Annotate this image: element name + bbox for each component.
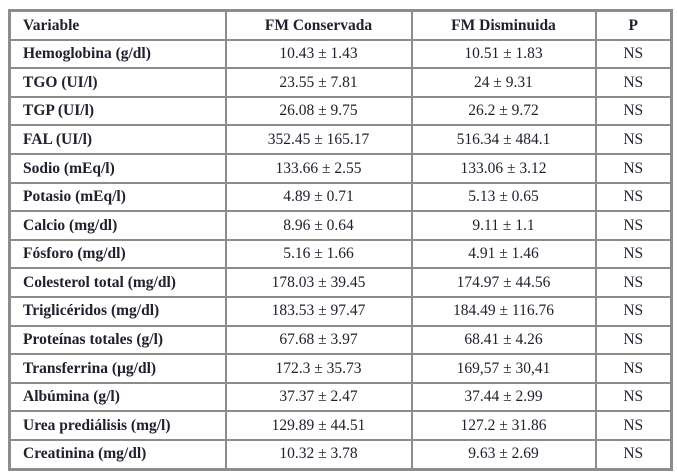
cell-variable: Triglicéridos (mg/dl) <box>8 295 227 327</box>
table-row: TGO (UI/l) 23.55 ± 7.81 24 ± 9.31 NS <box>8 67 673 98</box>
cell-p-value: NS <box>594 152 673 184</box>
cell-fm-disminuida: 37.44 ± 2.99 <box>410 381 597 413</box>
cell-variable: Urea prediálisis (mg/l) <box>8 410 227 441</box>
cell-fm-conservada: 4.89 ± 0.71 <box>224 181 413 213</box>
cell-p-value: NS <box>594 67 673 98</box>
table-row: Potasio (mEq/l) 4.89 ± 0.71 5.13 ± 0.65 … <box>8 181 673 213</box>
cell-fm-conservada: 8.96 ± 0.64 <box>224 210 413 241</box>
lab-results-table: Variable FM Conservada FM Disminuida P H… <box>8 9 673 471</box>
table-row: Urea prediálisis (mg/l) 129.89 ± 44.51 1… <box>8 410 673 441</box>
table-row: Transferrina (µg/dl) 172.3 ± 35.73 169,5… <box>8 353 673 384</box>
cell-fm-disminuida: 127.2 ± 31.86 <box>410 410 597 441</box>
cell-fm-conservada: 5.16 ± 1.66 <box>224 238 413 270</box>
cell-p-value: NS <box>594 181 673 213</box>
cell-fm-disminuida: 68.41 ± 4.26 <box>410 324 597 356</box>
cell-fm-disminuida: 133.06 ± 3.12 <box>410 152 597 184</box>
cell-p-value: NS <box>594 381 673 413</box>
table-row: Creatinina (mg/dl) 10.32 ± 3.78 9.63 ± 2… <box>8 438 673 471</box>
cell-variable: Fósforo (mg/dl) <box>8 238 227 270</box>
cell-fm-conservada: 67.68 ± 3.97 <box>224 324 413 356</box>
cell-p-value: NS <box>594 124 673 155</box>
table-row: Albúmina (g/l) 37.37 ± 2.47 37.44 ± 2.99… <box>8 381 673 413</box>
table-row: Triglicéridos (mg/dl) 183.53 ± 97.47 184… <box>8 295 673 327</box>
cell-variable: Hemoglobina (g/dl) <box>8 38 227 70</box>
cell-variable: Calcio (mg/dl) <box>8 210 227 241</box>
cell-variable: Proteínas totales (g/l) <box>8 324 227 356</box>
cell-fm-conservada: 172.3 ± 35.73 <box>224 353 413 384</box>
cell-fm-disminuida: 516.34 ± 484.1 <box>410 124 597 155</box>
cell-p-value: NS <box>594 238 673 270</box>
cell-p-value: NS <box>594 353 673 384</box>
cell-fm-conservada: 10.32 ± 3.78 <box>224 438 413 471</box>
cell-p-value: NS <box>594 95 673 127</box>
cell-p-value: NS <box>594 324 673 356</box>
cell-fm-conservada: 352.45 ± 165.17 <box>224 124 413 155</box>
cell-p-value: NS <box>594 410 673 441</box>
cell-fm-disminuida: 9.11 ± 1.1 <box>410 210 597 241</box>
table-row: Proteínas totales (g/l) 67.68 ± 3.97 68.… <box>8 324 673 356</box>
cell-p-value: NS <box>594 267 673 298</box>
cell-variable: Colesterol total (mg/dl) <box>8 267 227 298</box>
table-body: Hemoglobina (g/dl) 10.43 ± 1.43 10.51 ± … <box>8 38 673 471</box>
cell-fm-conservada: 37.37 ± 2.47 <box>224 381 413 413</box>
table-row: Fósforo (mg/dl) 5.16 ± 1.66 4.91 ± 1.46 … <box>8 238 673 270</box>
cell-p-value: NS <box>594 438 673 471</box>
cell-fm-disminuida: 169,57 ± 30,41 <box>410 353 597 384</box>
cell-p-value: NS <box>594 210 673 241</box>
column-header-fm-conservada: FM Conservada <box>224 9 413 41</box>
cell-fm-conservada: 133.66 ± 2.55 <box>224 152 413 184</box>
table-row: FAL (UI/l) 352.45 ± 165.17 516.34 ± 484.… <box>8 124 673 155</box>
cell-fm-disminuida: 184.49 ± 116.76 <box>410 295 597 327</box>
cell-variable: Creatinina (mg/dl) <box>8 438 227 471</box>
table-header: Variable FM Conservada FM Disminuida P <box>8 9 673 41</box>
cell-fm-disminuida: 24 ± 9.31 <box>410 67 597 98</box>
cell-fm-conservada: 183.53 ± 97.47 <box>224 295 413 327</box>
cell-fm-conservada: 23.55 ± 7.81 <box>224 67 413 98</box>
column-header-p: P <box>594 9 673 41</box>
cell-variable: Sodio (mEq/l) <box>8 152 227 184</box>
table-row: Sodio (mEq/l) 133.66 ± 2.55 133.06 ± 3.1… <box>8 152 673 184</box>
cell-p-value: NS <box>594 38 673 70</box>
cell-variable: Transferrina (µg/dl) <box>8 353 227 384</box>
cell-fm-disminuida: 10.51 ± 1.83 <box>410 38 597 70</box>
cell-p-value: NS <box>594 295 673 327</box>
cell-variable: TGP (UI/l) <box>8 95 227 127</box>
table-row: Colesterol total (mg/dl) 178.03 ± 39.45 … <box>8 267 673 298</box>
cell-fm-disminuida: 4.91 ± 1.46 <box>410 238 597 270</box>
table-row: Hemoglobina (g/dl) 10.43 ± 1.43 10.51 ± … <box>8 38 673 70</box>
cell-fm-conservada: 26.08 ± 9.75 <box>224 95 413 127</box>
table-row: TGP (UI/l) 26.08 ± 9.75 26.2 ± 9.72 NS <box>8 95 673 127</box>
table-row: Calcio (mg/dl) 8.96 ± 0.64 9.11 ± 1.1 NS <box>8 210 673 241</box>
cell-fm-conservada: 129.89 ± 44.51 <box>224 410 413 441</box>
column-header-fm-disminuida: FM Disminuida <box>410 9 597 41</box>
cell-fm-disminuida: 26.2 ± 9.72 <box>410 95 597 127</box>
cell-variable: Potasio (mEq/l) <box>8 181 227 213</box>
cell-fm-disminuida: 9.63 ± 2.69 <box>410 438 597 471</box>
column-header-variable: Variable <box>8 9 227 41</box>
cell-fm-disminuida: 5.13 ± 0.65 <box>410 181 597 213</box>
header-row: Variable FM Conservada FM Disminuida P <box>8 9 673 41</box>
cell-fm-conservada: 10.43 ± 1.43 <box>224 38 413 70</box>
cell-variable: Albúmina (g/l) <box>8 381 227 413</box>
cell-variable: TGO (UI/l) <box>8 67 227 98</box>
cell-variable: FAL (UI/l) <box>8 124 227 155</box>
cell-fm-conservada: 178.03 ± 39.45 <box>224 267 413 298</box>
cell-fm-disminuida: 174.97 ± 44.56 <box>410 267 597 298</box>
